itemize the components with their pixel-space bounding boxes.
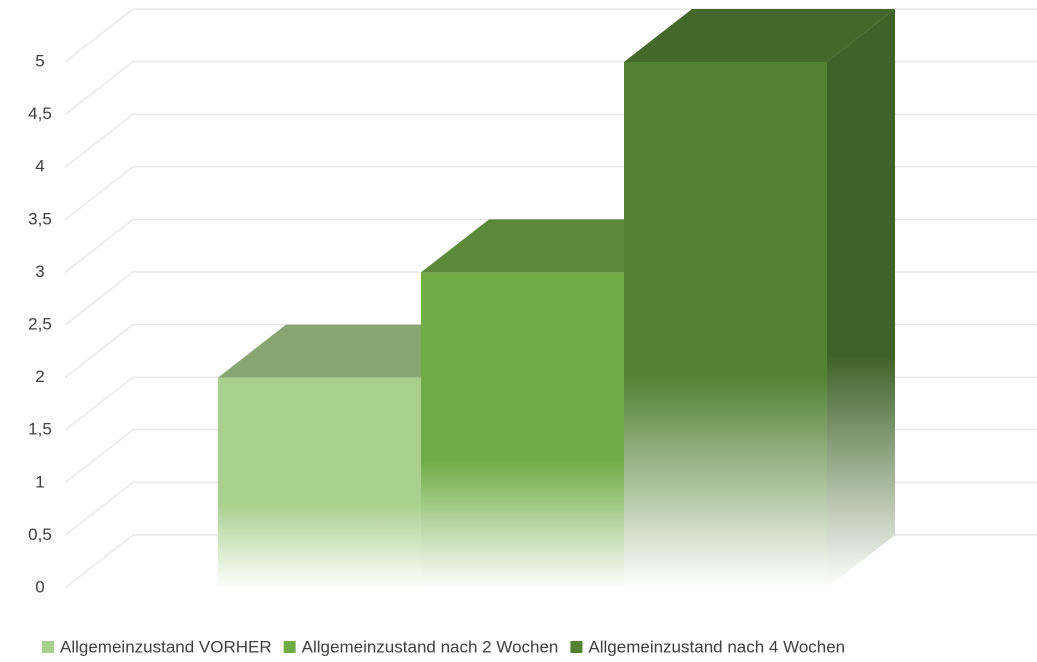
y-tick-label: 3,5 [28,209,52,228]
y-tick-label: 1,5 [28,420,52,439]
y-tick-label: 1 [35,472,44,491]
y-tick-label: 0 [35,577,44,596]
y-tick-label: 5 [35,51,44,70]
y-tick-label: 2,5 [28,314,52,333]
bar [218,377,421,588]
y-tick-label: 4,5 [28,104,52,123]
legend-label: Allgemeinzustand VORHER [60,637,272,656]
legend-label: Allgemeinzustand nach 4 Wochen [588,637,845,656]
legend-label: Allgemeinzustand nach 2 Wochen [302,637,559,656]
bar [421,272,624,588]
bar [624,62,827,588]
bar-top [624,9,895,62]
legend-swatch [42,641,54,653]
legend-swatch [570,641,583,653]
y-tick-label: 2 [35,367,44,386]
bar-side [827,9,895,588]
legend-swatch [283,641,296,653]
y-tick-label: 3 [35,262,44,281]
y-tick-label: 0,5 [28,525,52,544]
y-tick-label: 4 [35,157,44,176]
